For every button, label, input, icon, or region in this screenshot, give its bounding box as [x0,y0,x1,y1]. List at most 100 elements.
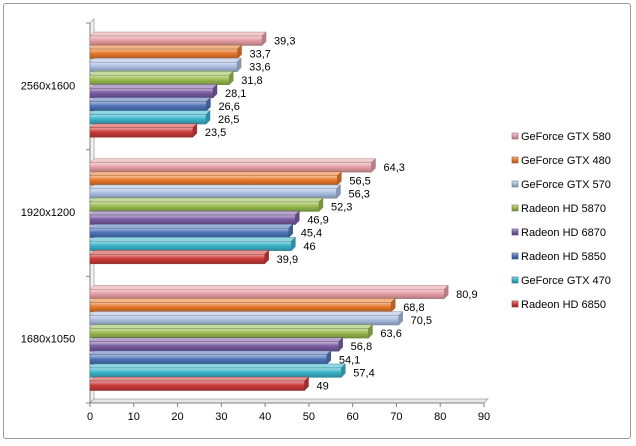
bar-top-face [89,158,376,163]
bar-top-face [89,84,218,89]
legend-label: GeForce GTX 480 [521,155,611,167]
x-tick-label: 60 [347,411,359,423]
legend-swatch [511,300,519,308]
x-tick-label: 90 [478,411,490,423]
bar-top-face [89,210,300,216]
data-label: 26,6 [218,101,239,113]
bar [89,227,289,238]
data-label: 56,8 [351,341,372,353]
data-label: 28,1 [225,88,246,100]
bar-top-face [89,110,211,115]
data-label: 33,7 [250,49,271,61]
x-tick-label: 10 [128,411,140,423]
legend-label: Radeon HD 6850 [521,299,606,311]
bar [89,328,369,339]
data-label: 23,5 [205,127,226,139]
bar [89,48,238,59]
bar-top-face [89,31,267,37]
data-label: 56,3 [348,188,369,200]
bar [89,341,339,352]
data-label: 64,3 [383,162,404,174]
legend-swatch [511,156,519,164]
bar [89,127,194,138]
bar [89,88,214,99]
bar [89,114,207,125]
bar-top-face [89,97,211,102]
bar [89,241,292,251]
bar [89,289,445,300]
bar [89,201,320,212]
x-tick-label: 50 [303,411,315,423]
legend-swatch [511,252,519,260]
bar [89,214,296,225]
legend-label: GeForce GTX 580 [521,131,611,143]
x-tick-label: 80 [434,411,446,423]
legend-label: Radeon HD 5870 [521,203,606,215]
data-label: 68,8 [403,302,424,314]
bar-top-face [89,71,234,76]
bar [89,162,372,173]
bar [89,254,265,265]
x-tick-label: 30 [215,411,227,423]
data-label: 31,8 [241,75,262,87]
bar-top-face [89,237,296,242]
legend: GeForce GTX 580 GeForce GTX 480 GeForce GT… [511,131,611,311]
bar-top-face [89,311,404,316]
data-label: 57,4 [353,367,374,379]
bar [89,354,328,365]
bar [89,35,263,46]
bar [89,188,337,199]
bar [89,101,207,112]
x-tick-label: 70 [390,411,402,423]
bar-top-face [89,350,332,356]
bar-top-face [89,171,342,176]
x-tick-label: 0 [87,411,93,423]
data-label: 49 [317,381,329,393]
bar [89,175,338,186]
bar-top-face [89,298,396,303]
data-label: 63,6 [380,328,401,340]
bar-top-face [89,363,346,369]
data-label: 46 [303,241,315,253]
bar-top-face [89,184,341,190]
bar [89,380,305,391]
bar [89,62,238,72]
bar [89,302,392,313]
plot-area: 0 10 20 30 40 50 60 70 80 90 2560x1600 1920x1200 168… [21,18,490,423]
legend-label: GeForce GTX 470 [521,275,611,287]
data-label: 70,5 [411,315,432,327]
data-label: 39,9 [277,254,298,266]
data-label: 45,4 [301,228,322,240]
bar-top-face [89,337,344,342]
legend-swatch [511,180,519,188]
bar-top-face [89,285,449,290]
bar [89,75,230,86]
bar [89,367,342,378]
category-label: 1920x1200 [21,207,75,219]
bar-top-face [89,197,324,203]
chart-floor [89,398,489,404]
bar-top-face [89,223,294,229]
category-label: 2560x1600 [21,80,75,92]
bar-top-face [89,123,198,128]
bar-top-face [89,44,243,50]
data-label: 39,3 [274,36,295,48]
data-label: 46,9 [307,215,328,227]
bar-top-face [89,250,270,255]
bar-top-face [89,58,242,63]
legend-label: GeForce GTX 570 [521,179,611,191]
legend-swatch [511,204,519,212]
legend-label: Radeon HD 5850 [521,251,606,263]
bar-top-face [89,324,373,329]
x-tick-label: 40 [259,411,271,423]
legend-swatch [511,276,519,284]
data-label: 56,5 [349,175,370,187]
bar [89,315,399,326]
data-label: 52,3 [331,201,352,213]
legend-swatch [511,132,519,140]
data-label: 54,1 [339,354,360,366]
data-label: 33,6 [249,62,270,74]
x-tick-label: 20 [171,411,183,423]
data-label: 80,9 [456,289,477,301]
